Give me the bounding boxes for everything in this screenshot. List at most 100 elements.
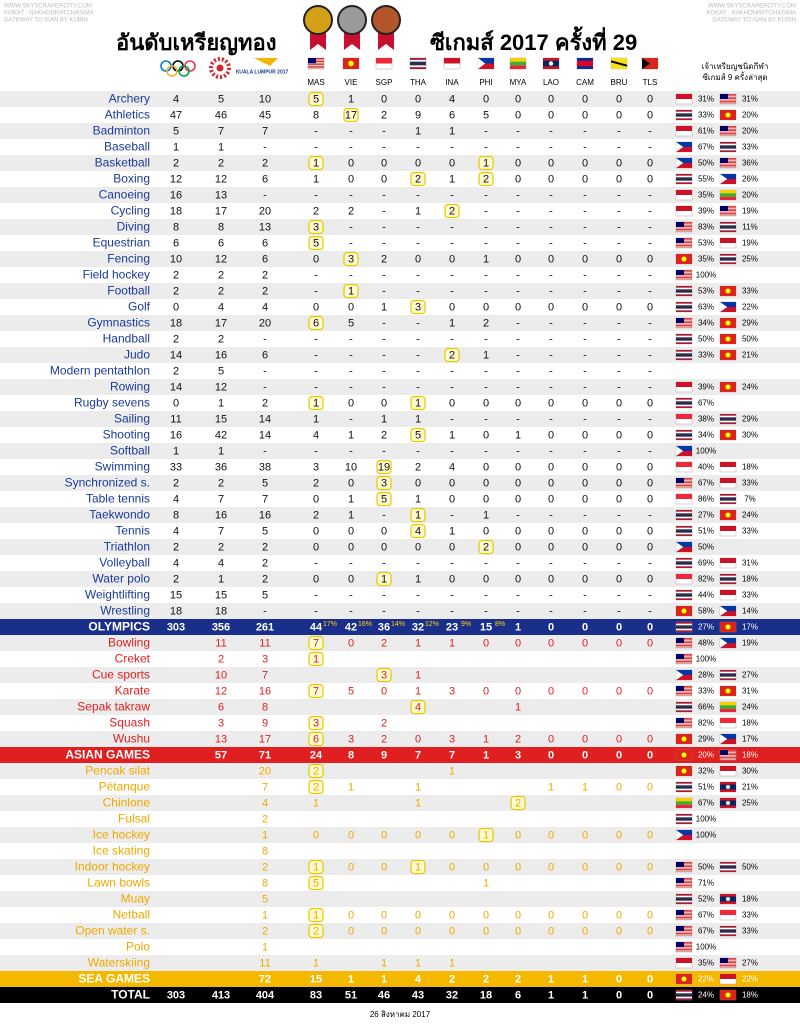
gold-count: 1 [515,621,521,633]
gold-count: - [648,205,652,217]
gold-count: 0 [548,157,554,169]
flag [719,605,737,617]
event-count: 1 [173,141,179,153]
row-bg [0,187,800,203]
flag [719,957,737,969]
gold-count: - [416,445,420,457]
sport-name: Fulsal [118,812,150,826]
top-share: 69% [698,559,714,568]
gold-count: - [516,349,520,361]
watermark: GATEWAY TO ISAN BY KUBIN [4,18,88,24]
flag-part [725,112,731,118]
top-share: 22% [742,303,758,312]
flag-part [676,305,692,309]
flag [675,93,693,105]
flag [719,573,737,585]
gold-count: 1 [548,781,554,793]
leader-box [410,699,426,715]
top-share: 20% [698,751,714,760]
gold-count: 0 [415,477,421,489]
flag-part [720,705,736,709]
gold-count: 0 [582,525,588,537]
leader-box [308,715,324,731]
gold-share: 9% [461,621,471,628]
gold-count: 0 [449,397,455,409]
event-count: 2 [173,573,179,585]
row-bg [0,507,800,523]
row-bg [0,475,800,491]
flag [675,301,693,313]
row-bg [0,219,800,235]
gold-count: 0 [548,925,554,937]
gold-count: 1 [483,877,489,889]
flag-part [676,529,692,533]
flag [675,477,693,489]
flag-part [720,222,736,224]
flag [675,141,693,153]
top-share: 35% [698,255,714,264]
flag [675,653,693,665]
gold-count: 1 [381,573,387,585]
gold-count: 0 [616,397,622,409]
gold-count: - [549,221,553,233]
gold-count: - [583,445,587,457]
gold-count: - [416,269,420,281]
event-count: 4 [262,301,268,313]
country-code: THA [410,78,427,87]
event-count: 1 [262,909,268,921]
leader-box [308,651,324,667]
flag-part [720,702,736,706]
gold-count: 0 [647,301,653,313]
gold-count: 0 [647,989,653,1001]
gold-count: - [349,141,353,153]
flag [675,189,693,201]
gold-count: 0 [515,573,521,585]
gold-count: 0 [449,541,455,553]
gold-count: 2 [381,429,387,441]
flag [675,621,693,633]
gold-count: 2 [381,109,387,121]
gold-count: 0 [647,173,653,185]
gold-count: 0 [548,301,554,313]
gold-count: 0 [647,477,653,489]
gold-count: - [314,285,318,297]
leader-box [444,347,460,363]
event-count: 2 [262,157,268,169]
gold-count: 3 [381,477,387,489]
flag-part [725,288,731,294]
flag [675,893,693,905]
event-count: - [263,381,267,393]
gold-count: - [416,381,420,393]
gold-count: 2 [515,733,521,745]
sport-name: Badminton [93,124,150,138]
gold-count: - [549,269,553,281]
gold-count: 0 [616,973,622,985]
gold-count: 5 [313,877,319,889]
gold-count: - [314,141,318,153]
gold-count: - [617,205,621,217]
gold-count: 0 [616,989,622,1001]
flag-part [676,398,692,400]
sport-name: Open water s. [75,924,150,938]
flag-part [676,830,684,840]
flag-part [720,94,728,99]
flag [719,429,737,441]
gold-count: - [516,221,520,233]
top-share: 30% [742,767,758,776]
flag-part [720,166,736,168]
gold-count: 0 [515,157,521,169]
flag-part [478,58,494,64]
flag [675,461,693,473]
top-share: 33% [698,687,714,696]
flag [675,333,693,345]
gold-count: - [583,125,587,137]
flag-part [308,65,324,67]
gold-count: - [349,333,353,345]
row-bg [0,795,800,811]
gold-count: 3 [515,749,521,761]
flag-part [676,643,692,645]
gold-count: 0 [449,493,455,505]
row-bg [0,91,800,107]
gold-count: 0 [348,173,354,185]
top-share: 19% [742,239,758,248]
